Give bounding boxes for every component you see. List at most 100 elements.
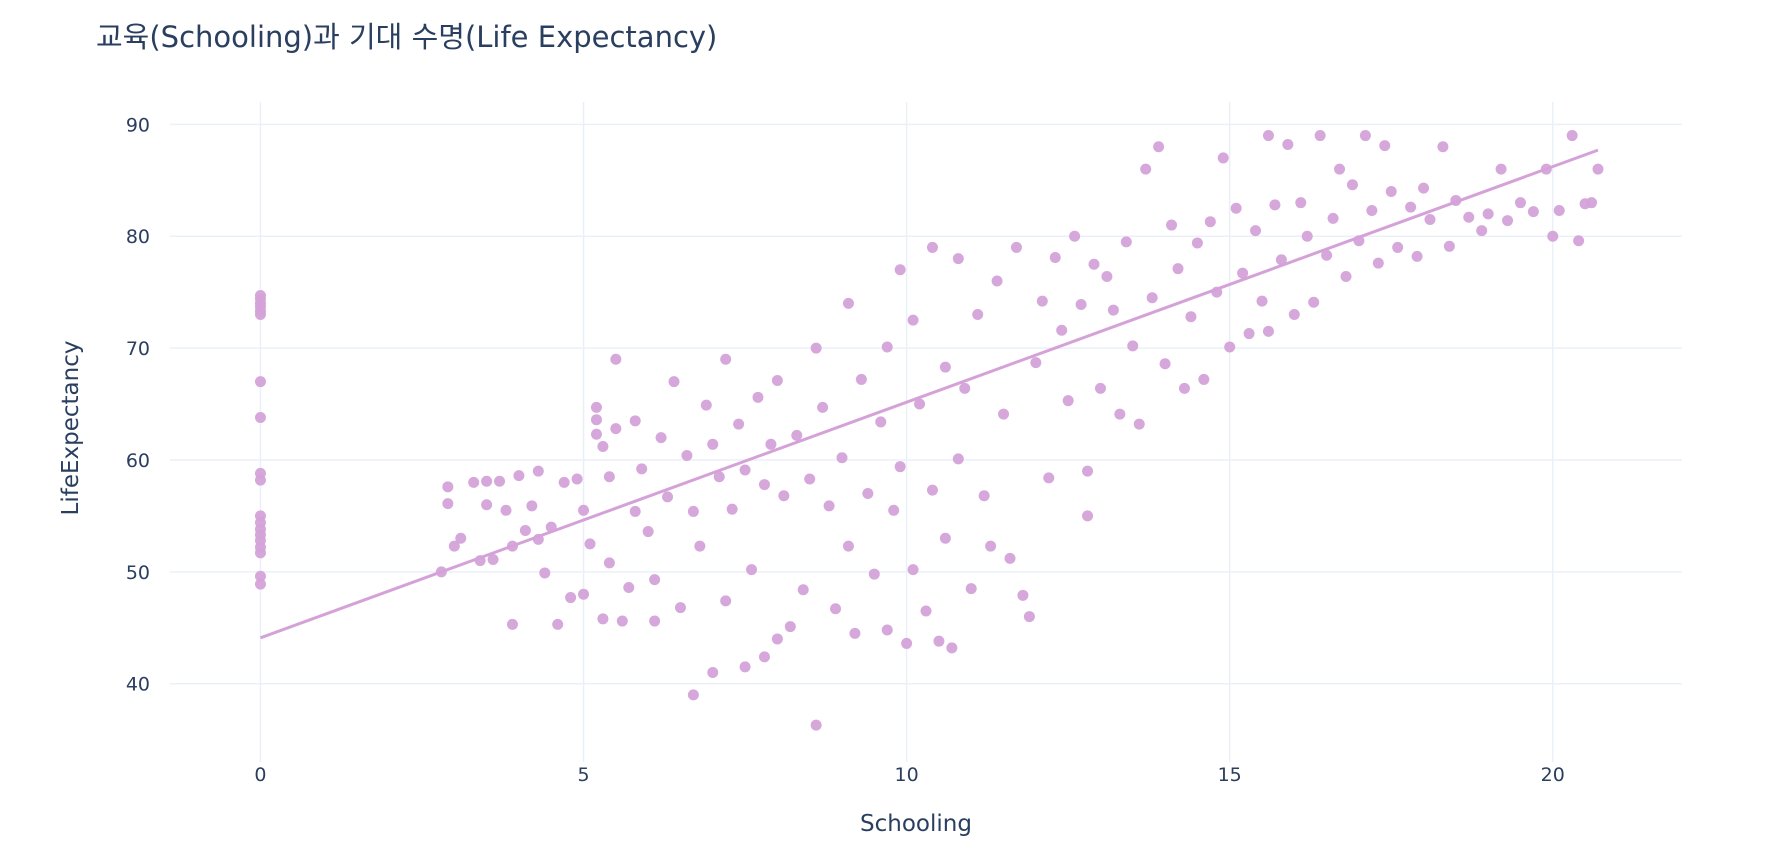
data-point	[571, 473, 583, 485]
data-point	[907, 564, 919, 576]
data-point	[946, 642, 958, 654]
data-point	[254, 570, 266, 582]
data-point	[1463, 211, 1475, 223]
data-point	[1262, 130, 1274, 142]
data-point	[1023, 611, 1035, 623]
data-point	[1450, 194, 1462, 206]
data-point	[855, 373, 867, 385]
data-point	[1353, 235, 1365, 247]
data-point	[1107, 304, 1119, 316]
data-point	[1334, 163, 1346, 175]
data-point	[526, 500, 538, 512]
data-point	[655, 432, 667, 444]
data-point	[1069, 230, 1081, 242]
data-point	[1547, 230, 1559, 242]
data-point	[539, 567, 551, 579]
data-point	[506, 540, 518, 552]
data-point	[1114, 408, 1126, 420]
data-point	[758, 479, 770, 491]
data-point	[888, 504, 900, 516]
data-point	[1204, 216, 1216, 228]
data-point	[1256, 295, 1268, 307]
data-point	[894, 461, 906, 473]
data-point	[881, 341, 893, 353]
data-point	[713, 471, 725, 483]
data-point	[513, 470, 525, 482]
data-point	[1094, 382, 1106, 394]
data-point	[894, 264, 906, 276]
data-point	[590, 414, 602, 426]
data-point	[1224, 341, 1236, 353]
data-point	[1088, 258, 1100, 270]
data-point	[875, 416, 887, 428]
y-axis-title: LifeExpectancy	[58, 341, 84, 516]
data-point	[506, 618, 518, 630]
data-point	[687, 505, 699, 517]
data-point	[623, 581, 635, 593]
data-point	[442, 498, 454, 510]
x-tick-label: 15	[1218, 764, 1242, 786]
data-point	[1482, 208, 1494, 220]
tick-labels: 0 5 10 15 20 40 50 60 70 80 90	[126, 114, 1565, 786]
data-point	[1385, 185, 1397, 197]
data-point	[739, 661, 751, 673]
data-point	[817, 401, 829, 413]
data-point	[603, 557, 615, 569]
data-point	[558, 476, 570, 488]
data-point	[597, 613, 609, 625]
data-point	[629, 505, 641, 517]
data-point	[985, 540, 997, 552]
data-point	[1056, 324, 1068, 336]
y-tick-label: 60	[126, 450, 150, 472]
data-point	[1553, 205, 1565, 217]
data-point	[933, 635, 945, 647]
data-point	[1301, 230, 1313, 242]
data-point	[616, 615, 628, 627]
data-point	[972, 309, 984, 321]
data-point	[565, 592, 577, 604]
data-point	[1030, 357, 1042, 369]
data-point	[1437, 141, 1449, 153]
data-point	[1211, 286, 1223, 298]
data-point	[804, 473, 816, 485]
data-point	[481, 475, 493, 487]
data-point	[694, 540, 706, 552]
data-point	[810, 342, 822, 354]
data-point	[578, 588, 590, 600]
data-point	[810, 719, 822, 731]
data-point	[1159, 358, 1171, 370]
data-point	[1366, 205, 1378, 217]
data-point	[1043, 472, 1055, 484]
data-point	[1178, 382, 1190, 394]
y-tick-label: 70	[126, 338, 150, 360]
data-point	[481, 499, 493, 511]
data-point	[487, 554, 499, 566]
data-point	[1282, 139, 1294, 151]
data-point	[552, 618, 564, 630]
x-tick-label: 10	[895, 764, 919, 786]
data-point	[1359, 130, 1371, 142]
data-point	[739, 464, 751, 476]
data-point	[842, 540, 854, 552]
data-point	[1166, 219, 1178, 231]
data-point	[707, 438, 719, 450]
data-point	[907, 314, 919, 326]
data-point	[700, 399, 712, 411]
data-point	[1372, 257, 1384, 269]
data-point	[849, 627, 861, 639]
data-point	[1592, 163, 1604, 175]
data-point	[1036, 295, 1048, 307]
data-point	[532, 465, 544, 477]
data-point	[991, 275, 1003, 287]
data-point	[254, 376, 266, 388]
data-point	[1198, 373, 1210, 385]
data-point	[726, 503, 738, 515]
data-point	[1075, 298, 1087, 310]
data-point	[926, 241, 938, 253]
data-point	[1379, 140, 1391, 152]
data-point	[952, 253, 964, 265]
data-point	[448, 540, 460, 552]
data-point	[1146, 292, 1158, 304]
data-point	[1586, 197, 1598, 209]
